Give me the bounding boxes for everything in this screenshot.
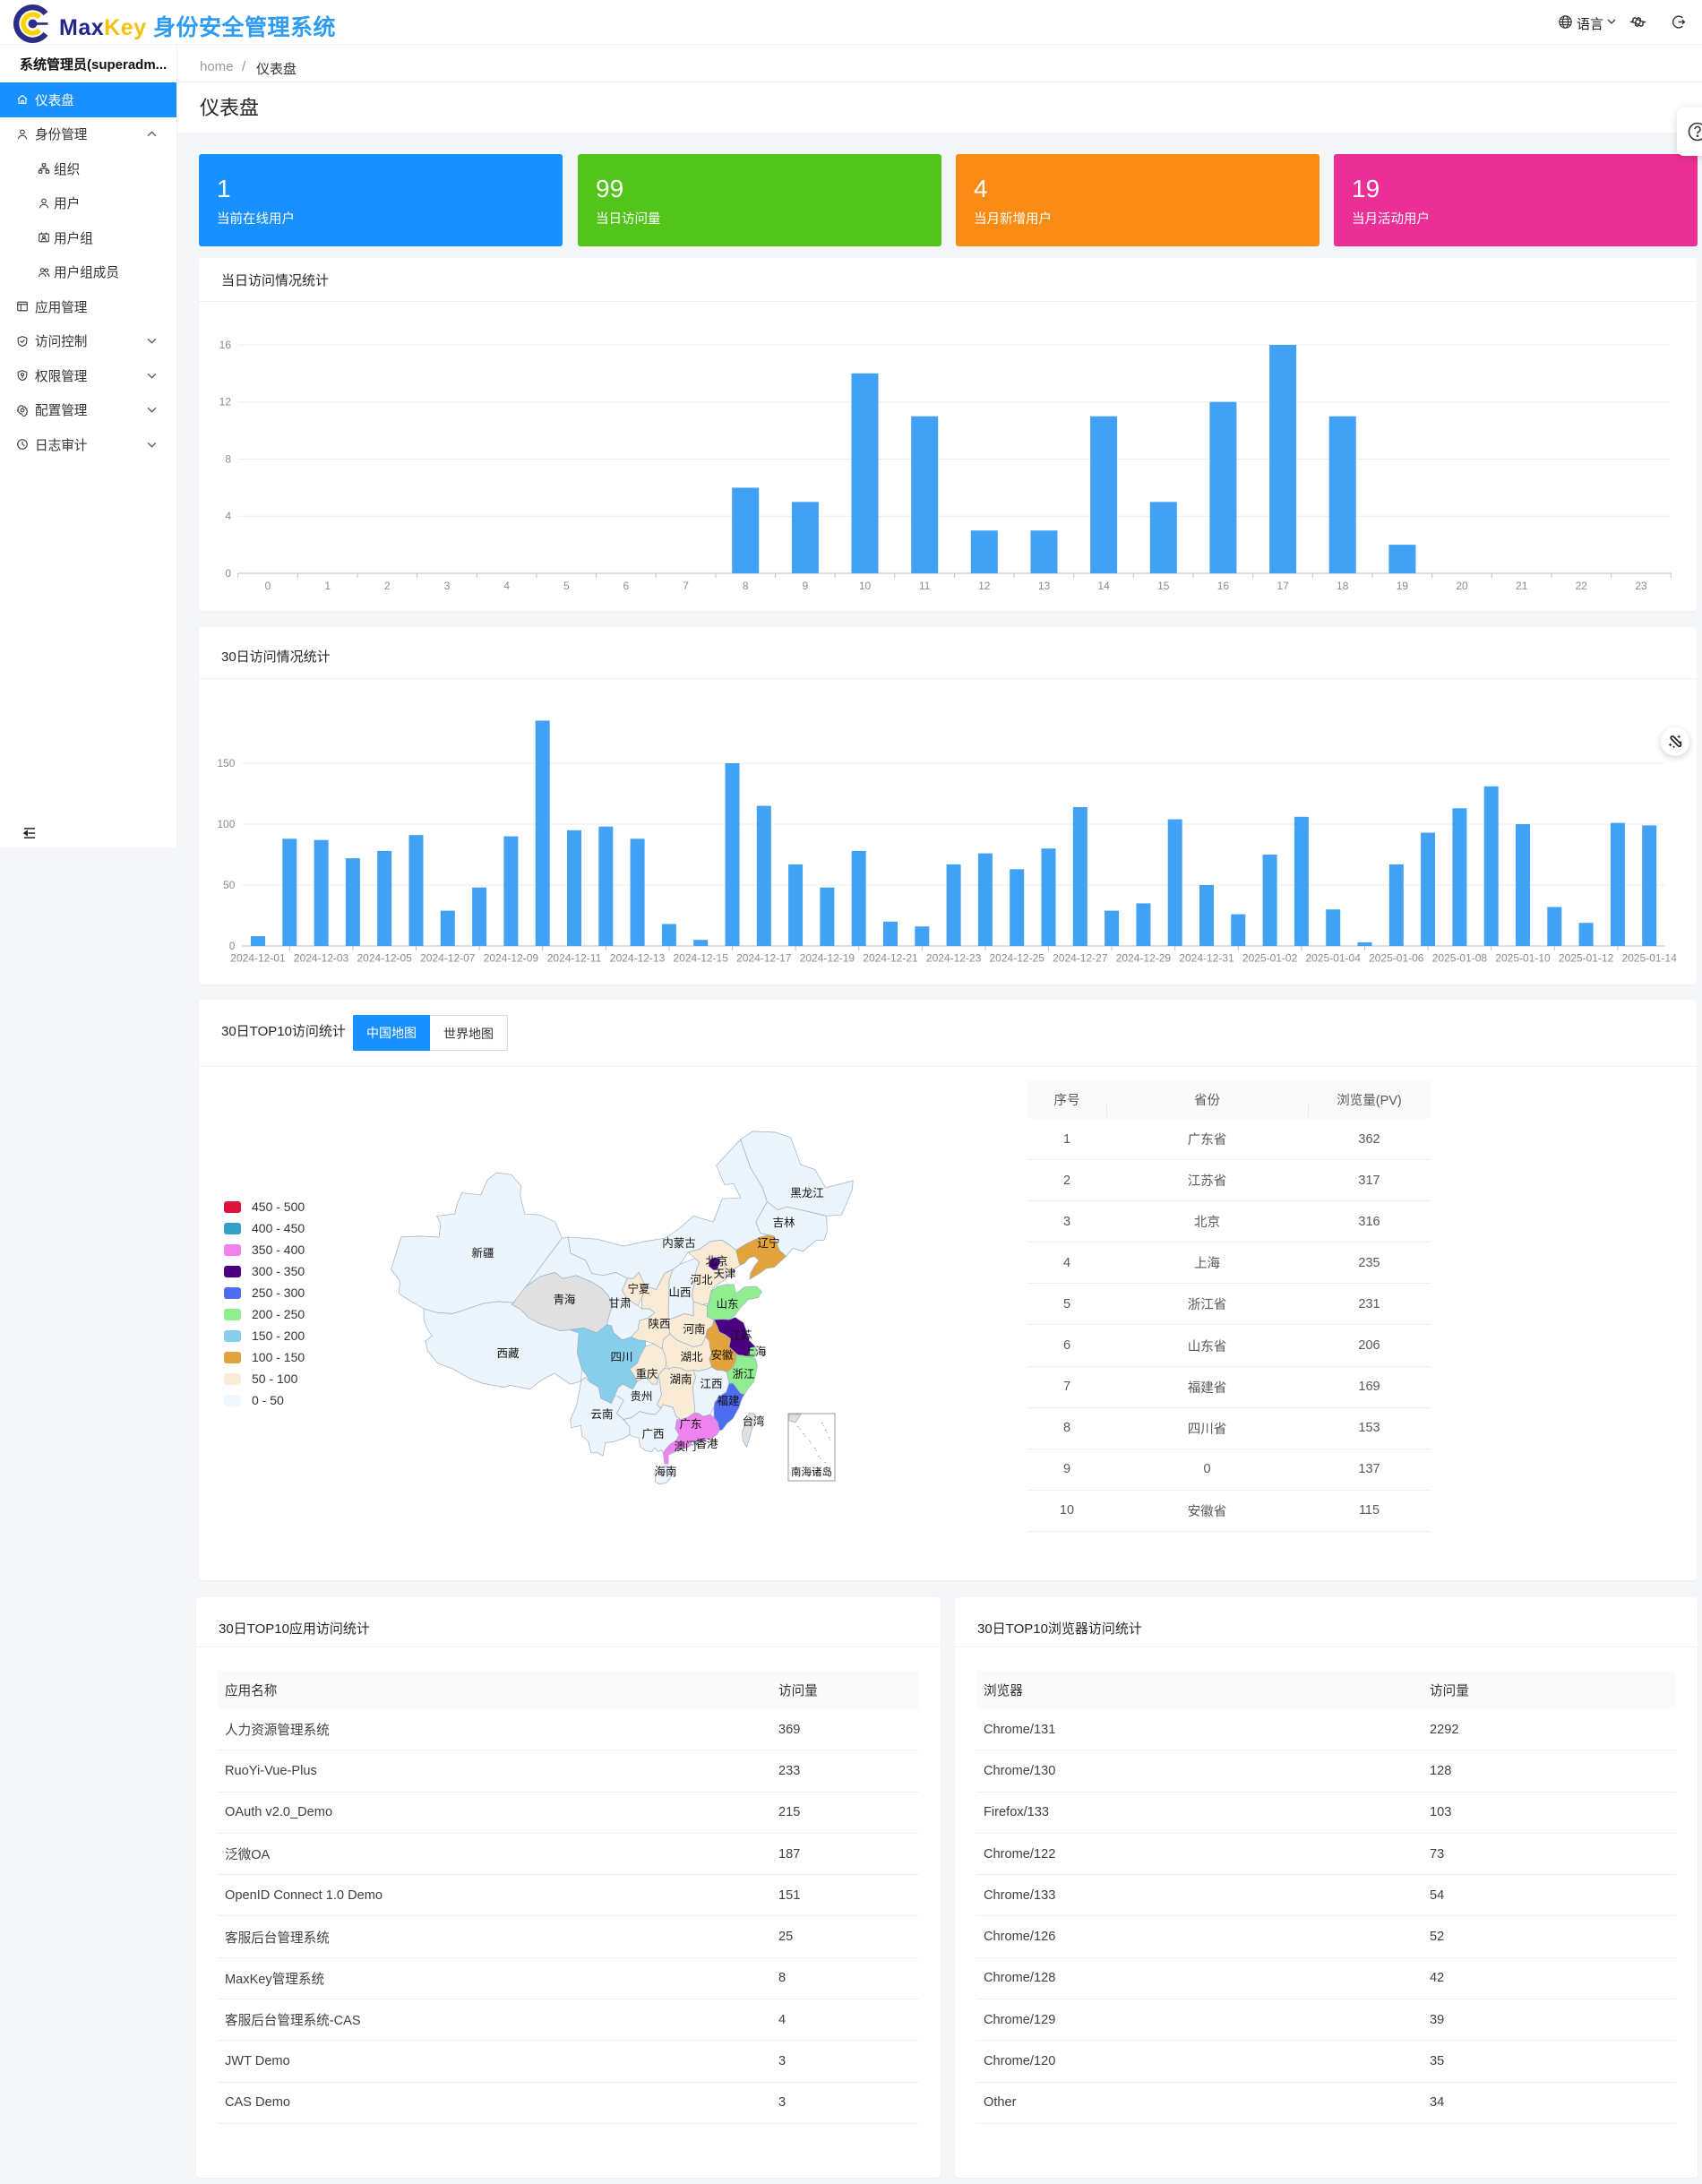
svg-text:5: 5 [563, 580, 570, 592]
svg-text:20: 20 [1456, 580, 1468, 592]
svg-text:2024-12-17: 2024-12-17 [736, 952, 792, 965]
svg-text:安徽: 安徽 [710, 1348, 734, 1362]
svg-text:西藏: 西藏 [496, 1347, 520, 1360]
svg-text:4: 4 [503, 580, 510, 592]
svg-text:上海: 上海 [744, 1345, 767, 1358]
svg-text:2024-12-05: 2024-12-05 [357, 952, 413, 965]
svg-text:21: 21 [1516, 580, 1528, 592]
svg-text:0: 0 [229, 940, 236, 952]
svg-text:0: 0 [265, 580, 271, 592]
svg-text:14: 14 [1097, 580, 1110, 592]
svg-text:青海: 青海 [553, 1293, 576, 1306]
svg-text:江西: 江西 [700, 1378, 722, 1390]
svg-text:2024-12-27: 2024-12-27 [1053, 952, 1108, 965]
svg-text:18: 18 [1337, 580, 1349, 592]
svg-text:4: 4 [225, 510, 231, 522]
svg-text:12: 12 [978, 580, 991, 592]
svg-text:贵州: 贵州 [630, 1390, 652, 1403]
svg-text:宁夏: 宁夏 [627, 1282, 650, 1295]
svg-text:重庆: 重庆 [635, 1367, 658, 1380]
svg-text:1: 1 [324, 580, 331, 592]
svg-text:广东: 广东 [679, 1418, 701, 1431]
svg-text:9: 9 [803, 580, 809, 592]
svg-text:广西: 广西 [641, 1428, 664, 1440]
svg-text:10: 10 [859, 580, 872, 592]
svg-text:7: 7 [683, 580, 689, 592]
svg-text:2024-12-25: 2024-12-25 [990, 952, 1045, 965]
svg-text:50: 50 [223, 879, 236, 891]
svg-text:2024-12-21: 2024-12-21 [863, 952, 918, 965]
svg-text:2024-12-23: 2024-12-23 [926, 952, 982, 965]
svg-text:0: 0 [225, 567, 231, 580]
svg-text:22: 22 [1576, 580, 1588, 592]
svg-text:23: 23 [1635, 580, 1647, 592]
svg-text:新疆: 新疆 [471, 1246, 494, 1260]
svg-text:16: 16 [1217, 580, 1230, 592]
svg-text:浙江: 浙江 [732, 1367, 754, 1380]
svg-text:甘肃: 甘肃 [608, 1297, 631, 1310]
svg-text:山西: 山西 [668, 1286, 691, 1299]
svg-text:香港: 香港 [695, 1438, 718, 1450]
svg-text:2025-01-08: 2025-01-08 [1432, 952, 1488, 965]
svg-text:天津: 天津 [713, 1268, 735, 1280]
svg-text:黑龙江: 黑龙江 [790, 1187, 824, 1199]
svg-text:江苏: 江苏 [729, 1328, 752, 1342]
svg-text:陕西: 陕西 [648, 1317, 670, 1330]
svg-text:100: 100 [217, 818, 235, 830]
svg-text:2024-12-31: 2024-12-31 [1179, 952, 1234, 965]
svg-text:辽宁: 辽宁 [757, 1236, 779, 1250]
svg-text:福建: 福建 [717, 1394, 740, 1407]
svg-text:2024-12-29: 2024-12-29 [1116, 952, 1172, 965]
svg-text:150: 150 [217, 757, 235, 770]
svg-text:云南: 云南 [590, 1407, 613, 1421]
svg-text:2024-12-07: 2024-12-07 [420, 952, 476, 965]
svg-text:8: 8 [743, 580, 749, 592]
svg-text:内蒙古: 内蒙古 [662, 1236, 696, 1250]
svg-text:四川: 四川 [610, 1351, 632, 1363]
svg-text:吉林: 吉林 [772, 1217, 795, 1229]
svg-text:河北: 河北 [690, 1274, 713, 1286]
svg-text:河南: 河南 [683, 1322, 705, 1336]
svg-text:湖南: 湖南 [669, 1372, 692, 1386]
svg-text:2025-01-12: 2025-01-12 [1559, 952, 1614, 965]
svg-text:8: 8 [225, 453, 231, 466]
svg-text:6: 6 [623, 580, 630, 592]
svg-text:澳门: 澳门 [674, 1440, 696, 1453]
svg-text:2024-12-01: 2024-12-01 [230, 952, 286, 965]
svg-text:16: 16 [219, 339, 232, 351]
svg-text:台湾: 台湾 [742, 1414, 764, 1428]
svg-text:12: 12 [219, 396, 232, 408]
svg-text:2024-12-13: 2024-12-13 [610, 952, 666, 965]
svg-text:湖北: 湖北 [680, 1350, 703, 1363]
svg-text:2024-12-03: 2024-12-03 [294, 952, 349, 965]
svg-text:2025-01-14: 2025-01-14 [1622, 952, 1678, 965]
svg-text:2024-12-19: 2024-12-19 [800, 952, 855, 965]
svg-text:2024-12-15: 2024-12-15 [674, 952, 729, 965]
svg-text:2024-12-11: 2024-12-11 [547, 952, 602, 965]
svg-text:海南: 海南 [654, 1465, 676, 1478]
svg-text:南海诸岛: 南海诸岛 [791, 1466, 832, 1478]
svg-text:2025-01-02: 2025-01-02 [1242, 952, 1298, 965]
svg-text:2025-01-04: 2025-01-04 [1306, 952, 1362, 965]
svg-text:11: 11 [919, 580, 931, 592]
svg-text:2024-12-09: 2024-12-09 [484, 952, 539, 965]
svg-text:17: 17 [1276, 580, 1289, 592]
svg-text:2025-01-06: 2025-01-06 [1369, 952, 1424, 965]
svg-text:15: 15 [1157, 580, 1170, 592]
svg-text:3: 3 [444, 580, 451, 592]
svg-text:19: 19 [1397, 580, 1409, 592]
svg-text:山东: 山东 [716, 1298, 738, 1311]
svg-text:2: 2 [384, 580, 391, 592]
svg-text:2025-01-10: 2025-01-10 [1495, 952, 1551, 965]
svg-text:13: 13 [1038, 580, 1051, 592]
svg-text:北京: 北京 [705, 1255, 727, 1268]
